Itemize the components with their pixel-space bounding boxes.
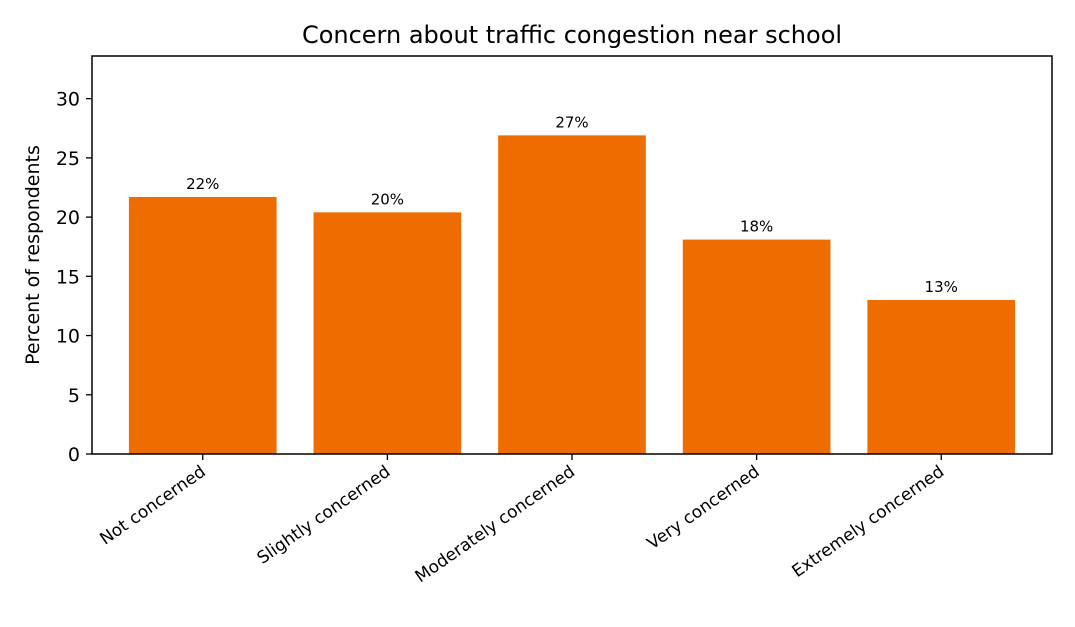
bar-moderately-concerned [498, 135, 646, 455]
y-tick-label-10: 10 [56, 326, 80, 348]
bar-extremely-concerned [867, 300, 1016, 454]
x-tick-label-moderately-concerned: Moderately concerned [412, 462, 579, 587]
y-tick-label-5: 5 [68, 385, 80, 407]
y-tick-label-15: 15 [56, 266, 80, 288]
data-label-moderately-concerned: 27% [555, 113, 588, 131]
x-tick-label-not-concerned: Not concerned [96, 462, 209, 550]
x-tick-label-very-concerned: Very concerned [644, 462, 764, 554]
bar-very-concerned [682, 239, 831, 454]
data-label-slightly-concerned: 20% [371, 190, 404, 208]
y-axis-label: Percent of respondents [22, 145, 44, 365]
bar-slightly-concerned [313, 212, 462, 454]
y-tick-label-25: 25 [56, 148, 80, 170]
y-tick-label-0: 0 [68, 444, 80, 466]
chart-title: Concern about traffic congestion near sc… [302, 21, 842, 49]
y-tick-label-20: 20 [56, 207, 80, 229]
data-label-extremely-concerned: 13% [925, 278, 958, 296]
y-tick-label-30: 30 [56, 89, 80, 111]
bar-not-concerned [128, 196, 277, 454]
bars-layer: 22% 20% 27% 18% 13% [128, 113, 1016, 455]
data-label-very-concerned: 18% [740, 218, 773, 236]
x-tick-label-extremely-concerned: Extremely concerned [789, 462, 949, 582]
plot-frame [91, 55, 1053, 455]
data-label-not-concerned: 22% [186, 175, 219, 193]
x-tick-label-slightly-concerned: Slightly concerned [254, 462, 395, 569]
